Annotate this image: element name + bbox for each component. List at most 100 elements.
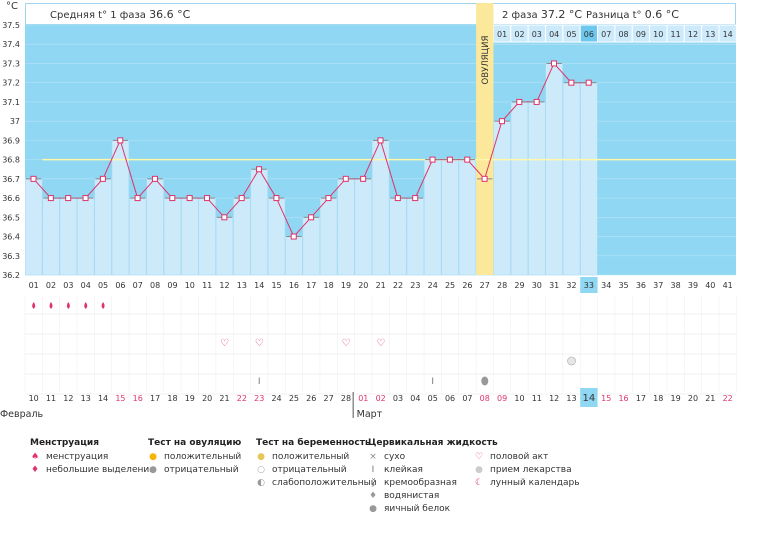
- temperature-bar: [441, 159, 459, 276]
- phase2-day-label: 05: [566, 30, 576, 39]
- phase2-day-label: 03: [532, 30, 542, 39]
- y-tick-label: 36.2: [2, 271, 20, 280]
- calendar-date-label: 16: [618, 394, 628, 403]
- y-tick-label: 36.7: [2, 175, 20, 184]
- temperature-bar: [129, 197, 147, 276]
- phase2-day-label: 06: [584, 30, 594, 39]
- temperature-bar: [267, 197, 286, 276]
- legend-item: ○ отрицательный: [256, 465, 347, 475]
- calendar-date-label: 23: [254, 394, 264, 403]
- legend-item-label: отрицательный: [272, 465, 347, 475]
- phase2-day-cell: [718, 24, 737, 43]
- calendar-date-label: 25: [289, 394, 299, 403]
- temperature-point: [256, 166, 263, 173]
- cycle-day-label: 13: [237, 281, 247, 290]
- temperature-point: [498, 118, 505, 125]
- legend-item: ● прием лекарства: [474, 465, 572, 475]
- calendar-date-label: 09: [497, 394, 507, 403]
- temperature-point: [481, 175, 488, 182]
- temperature-point: [221, 214, 228, 221]
- temperature-bar: [389, 197, 407, 276]
- phase2-day-label: 02: [514, 30, 524, 39]
- calendar-date-label: 05: [428, 394, 438, 403]
- cycle-day-label: 17: [306, 281, 316, 290]
- cycle-day-label: 11: [202, 281, 212, 290]
- temperature-point: [429, 156, 436, 163]
- phase2-day-label: 07: [601, 30, 611, 39]
- watery-icon: ♦: [368, 491, 378, 501]
- sticky-icon: I: [431, 377, 434, 387]
- month-label-feb: Февраль: [0, 409, 44, 420]
- y-tick-label: 37.3: [2, 59, 20, 68]
- calendar-date-label: 01: [358, 394, 368, 403]
- legend-item: ♦ водянистая: [368, 491, 439, 501]
- calendar-date-label: 27: [324, 394, 334, 403]
- phase2-day-label: 01: [497, 30, 507, 39]
- calendar-date-label: 18: [167, 394, 177, 403]
- temperature-bar: [580, 82, 598, 276]
- cycle-day-label: 32: [566, 281, 576, 290]
- calendar-date-label: 03: [393, 394, 403, 403]
- heart-icon: ♡: [474, 452, 484, 462]
- menstruation-drop-icon: [84, 302, 88, 309]
- current-date-highlight: [580, 388, 598, 407]
- calendar-date-label: 17: [636, 394, 646, 403]
- calendar-date-label: 04: [410, 394, 420, 403]
- ovulation-column: [476, 3, 494, 275]
- cycle-day-label: 04: [81, 281, 91, 290]
- moon-icon: ☾: [474, 478, 484, 488]
- cycle-day-label: 19: [341, 281, 351, 290]
- temperature-point: [238, 195, 245, 202]
- heart-icon: ♡: [376, 338, 385, 349]
- phase1-label: Средняя t° 1 фаза 36.6 °C: [50, 8, 191, 21]
- temperature-point: [117, 137, 124, 144]
- cycle-day-label: 02: [46, 281, 56, 290]
- preg-positive-icon: ●: [257, 452, 265, 462]
- y-tick-label: 36.3: [2, 252, 20, 261]
- cycle-day-label: 24: [428, 281, 438, 290]
- drop-large-icon: ♠: [30, 452, 40, 462]
- cycle-day-label: 16: [289, 281, 299, 290]
- phase2-day-label: 08: [618, 30, 628, 39]
- ovu-negative-icon: ●: [149, 465, 157, 475]
- menstruation-drop-icon: [66, 302, 70, 309]
- y-tick-label: 36.4: [2, 233, 20, 242]
- calendar-date-label: 13: [81, 394, 91, 403]
- heart-icon: ♡: [220, 338, 229, 349]
- phase2-day-label: 09: [636, 30, 646, 39]
- legend-item: ◐ слабоположительный: [256, 478, 377, 488]
- temperature-bar: [424, 159, 442, 276]
- y-tick-label: 36.9: [2, 136, 20, 145]
- cycle-day-label: 21: [376, 281, 386, 290]
- temperature-point: [516, 98, 523, 105]
- legend-item-label: клейкая: [384, 465, 423, 475]
- temperature-bar: [163, 197, 182, 276]
- egg-white-icon: ●: [369, 504, 377, 514]
- temperature-point: [30, 175, 37, 182]
- cycle-day-label: 12: [219, 281, 229, 290]
- legend-group-title: Тест на овуляцию: [148, 438, 242, 448]
- phase2-value: 37.2 °C: [540, 8, 583, 21]
- cycle-day-label: 30: [532, 281, 542, 290]
- cycle-day-label: 03: [63, 281, 73, 290]
- cycle-day-label: 31: [549, 281, 559, 290]
- calendar-date-label: 08: [480, 394, 490, 403]
- y-tick-label: 37.5: [2, 21, 20, 30]
- cycle-day-label: 08: [150, 281, 160, 290]
- calendar-date-label: 26: [306, 394, 316, 403]
- month-label-mar: Март: [357, 409, 383, 420]
- y-tick-label: 36.8: [2, 156, 20, 165]
- pill-icon: ●: [475, 465, 483, 475]
- calendar-date-label: 12: [63, 394, 73, 403]
- y-tick-label: 37.4: [2, 40, 20, 49]
- temperature-point: [99, 175, 106, 182]
- phase2-day-label: 10: [653, 30, 663, 39]
- cycle-day-label: 39: [688, 281, 698, 290]
- calendar-date-label: 20: [688, 394, 698, 403]
- calendar-date-label: 13: [566, 394, 576, 403]
- temperature-point: [377, 137, 384, 144]
- temperature-point: [82, 195, 89, 202]
- temperature-bar: [215, 217, 234, 276]
- legend-item: ● яичный белок: [368, 504, 450, 514]
- cycle-day-label: 09: [167, 281, 177, 290]
